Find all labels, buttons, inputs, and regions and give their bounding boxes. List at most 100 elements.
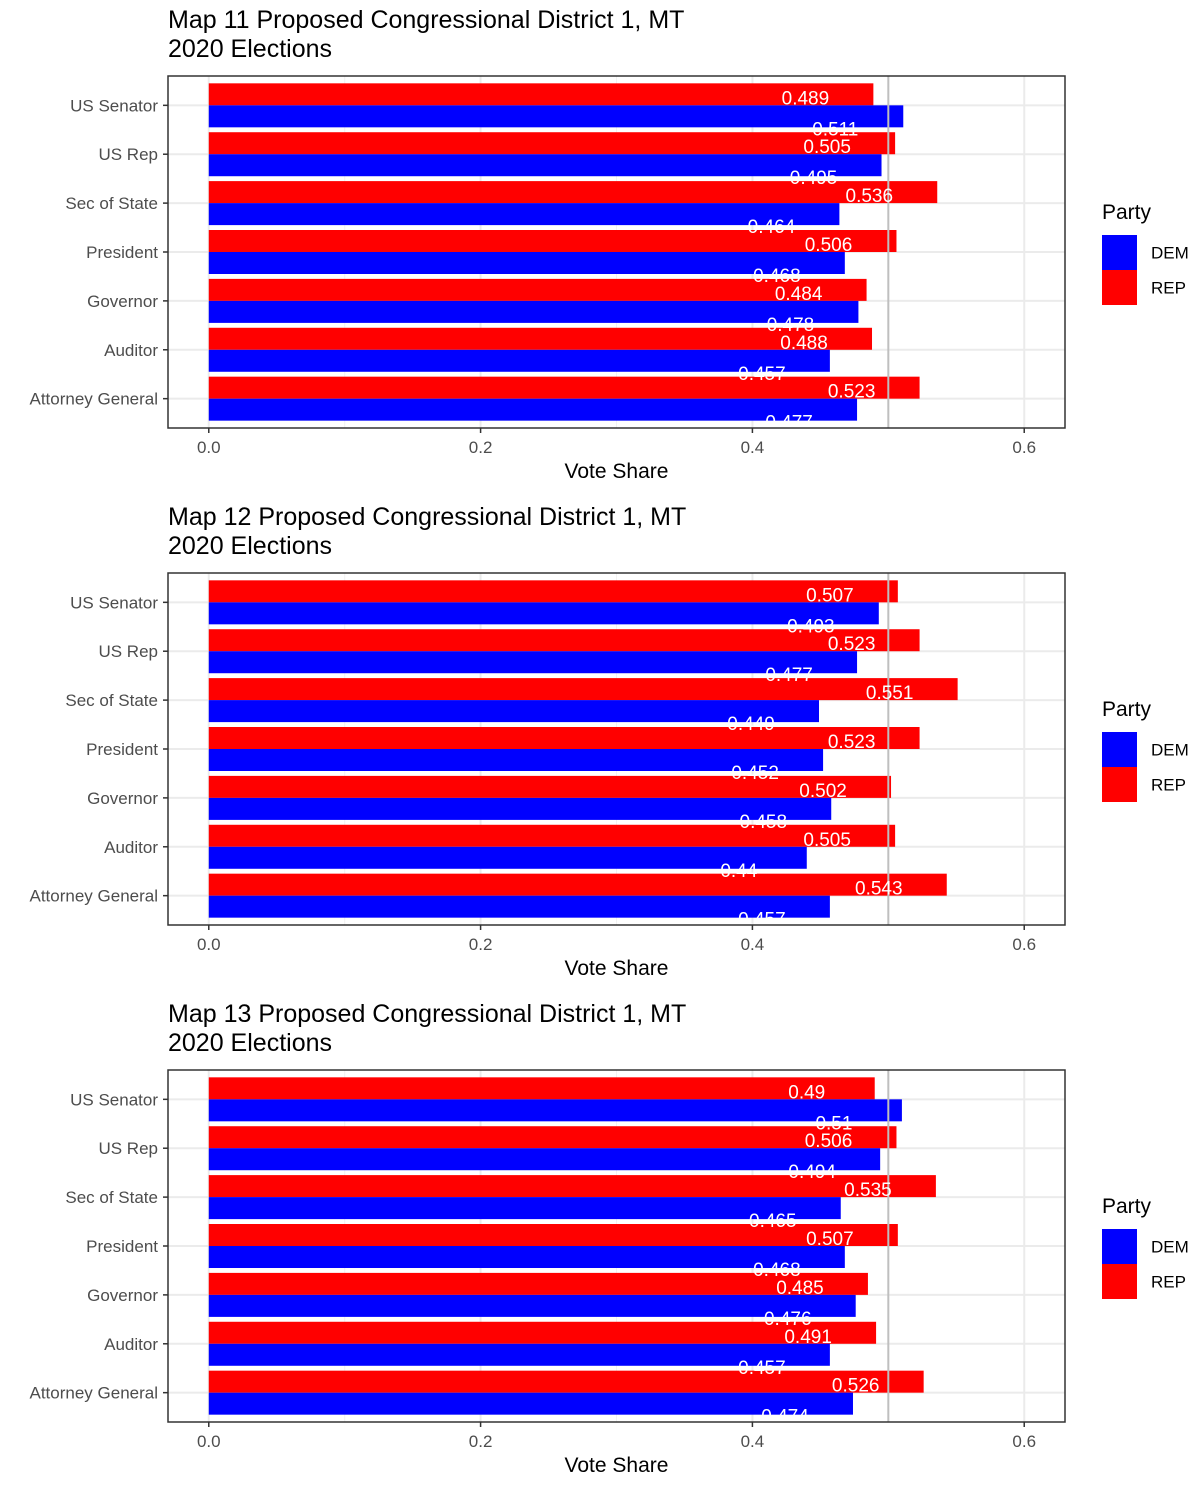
bar-dem <box>208 1343 830 1366</box>
bar-label-dem: 0.468 <box>753 1260 801 1281</box>
bar-label-rep: 0.543 <box>855 879 903 900</box>
chart-svg: Map 12 Proposed Congressional District 1… <box>29 503 1189 980</box>
bar-label-rep: 0.488 <box>780 333 828 354</box>
bar-label-dem: 0.465 <box>749 1211 797 1232</box>
x-axis-title: Vote Share <box>565 957 669 980</box>
y-tick-label: Sec of State <box>65 691 158 710</box>
legend-key-dem <box>1102 1229 1137 1264</box>
bar-rep <box>208 230 897 252</box>
y-tick-label: US Senator <box>70 593 158 612</box>
bar-rep <box>208 1321 877 1344</box>
y-tick-label: US Rep <box>98 642 158 661</box>
bar-label-dem: 0.478 <box>767 315 815 336</box>
chart-svg: Map 13 Proposed Congressional District 1… <box>29 1000 1189 1477</box>
y-tick-label: US Senator <box>70 1090 158 1109</box>
bar-label-dem: 0.495 <box>790 168 838 189</box>
y-tick-label: Auditor <box>104 341 158 360</box>
bar-label-dem: 0.457 <box>738 1358 786 1379</box>
x-tick-label: 0.2 <box>469 1432 493 1451</box>
bar-label-rep: 0.536 <box>846 186 894 207</box>
bar-dem <box>208 797 832 820</box>
bar-label-rep: 0.551 <box>866 683 914 704</box>
bar-rep <box>208 727 920 749</box>
chart-title-line: Map 11 Proposed Congressional District 1… <box>168 6 684 34</box>
x-tick-label: 0.0 <box>197 1432 221 1451</box>
bar-dem <box>208 1197 841 1220</box>
bar-dem <box>208 651 858 674</box>
bar-label-rep: 0.523 <box>828 382 876 403</box>
x-tick-label: 0.2 <box>469 935 493 954</box>
legend-label: DEM <box>1151 1238 1189 1257</box>
bar-label-dem: 0.457 <box>738 910 786 931</box>
bar-label-dem: 0.51 <box>815 1113 852 1134</box>
y-tick-label: US Senator <box>70 96 158 115</box>
x-tick-label: 0.6 <box>1012 1432 1036 1451</box>
y-tick-label: Attorney General <box>29 887 158 906</box>
legend-key-dem <box>1102 235 1137 270</box>
bar-label-rep: 0.523 <box>828 634 876 655</box>
bar-label-rep: 0.505 <box>803 137 851 158</box>
legend-label: REP <box>1151 1273 1186 1292</box>
bar-label-dem: 0.476 <box>764 1309 812 1330</box>
bar-rep <box>208 1224 898 1246</box>
chart-title-line: 2020 Elections <box>168 532 332 560</box>
bar-label-rep: 0.526 <box>832 1376 880 1397</box>
bar-rep <box>208 181 938 204</box>
bar-dem <box>208 1148 881 1171</box>
y-tick-label: Governor <box>87 1286 158 1305</box>
bar-label-rep: 0.535 <box>844 1180 892 1201</box>
bar-label-dem: 0.468 <box>753 266 801 287</box>
y-tick-label: US Rep <box>98 145 158 164</box>
y-tick-label: Sec of State <box>65 194 158 213</box>
bar-label-dem: 0.464 <box>748 217 796 238</box>
y-tick-label: Auditor <box>104 838 158 857</box>
chart-title-line: Map 13 Proposed Congressional District 1… <box>168 1000 686 1028</box>
bar-label-rep: 0.485 <box>776 1278 824 1299</box>
y-tick-label: Attorney General <box>29 1384 158 1403</box>
y-tick-label: Sec of State <box>65 1188 158 1207</box>
bar-label-rep: 0.507 <box>806 1229 854 1250</box>
chart-panel-2: Map 12 Proposed Congressional District 1… <box>0 497 1203 989</box>
bar-rep <box>208 376 920 399</box>
bar-label-dem: 0.474 <box>761 1407 809 1428</box>
bar-dem <box>208 203 840 226</box>
x-axis-title: Vote Share <box>565 1454 669 1477</box>
x-axis-title: Vote Share <box>565 460 669 483</box>
bar-dem <box>208 846 807 869</box>
bar-label-rep: 0.507 <box>806 585 854 606</box>
bar-rep <box>208 629 920 652</box>
bar-dem <box>208 252 845 274</box>
legend-key-rep <box>1102 767 1137 802</box>
y-tick-label: Auditor <box>104 1335 158 1354</box>
chart-title-line: 2020 Elections <box>168 35 332 63</box>
x-tick-label: 0.0 <box>197 935 221 954</box>
bar-label-dem: 0.494 <box>788 1162 836 1183</box>
bar-rep <box>208 278 867 301</box>
bar-dem <box>208 895 830 918</box>
chart-svg: Map 11 Proposed Congressional District 1… <box>29 6 1189 483</box>
bar-label-dem: 0.449 <box>727 714 775 735</box>
legend-label: DEM <box>1151 741 1189 760</box>
bar-label-dem: 0.477 <box>765 665 813 686</box>
legend-key-rep <box>1102 1264 1137 1299</box>
bar-dem <box>208 1099 902 1122</box>
bar-dem <box>208 749 824 771</box>
bar-dem <box>208 300 859 323</box>
legend-label: REP <box>1151 776 1186 795</box>
x-tick-label: 0.6 <box>1012 935 1036 954</box>
bar-dem <box>208 154 882 177</box>
bar-label-rep: 0.505 <box>803 830 851 851</box>
bar-dem <box>208 105 904 128</box>
bar-rep <box>208 83 874 106</box>
bar-dem <box>208 1392 853 1415</box>
bar-rep <box>208 873 947 896</box>
bar-label-rep: 0.506 <box>805 235 853 256</box>
legend-label: DEM <box>1151 244 1189 263</box>
bar-dem <box>208 349 830 372</box>
bar-dem <box>208 398 858 421</box>
chart-panel-1: Map 11 Proposed Congressional District 1… <box>0 0 1203 492</box>
bar-label-dem: 0.493 <box>787 616 835 637</box>
bar-label-dem: 0.477 <box>765 413 813 434</box>
legend-label: REP <box>1151 279 1186 298</box>
